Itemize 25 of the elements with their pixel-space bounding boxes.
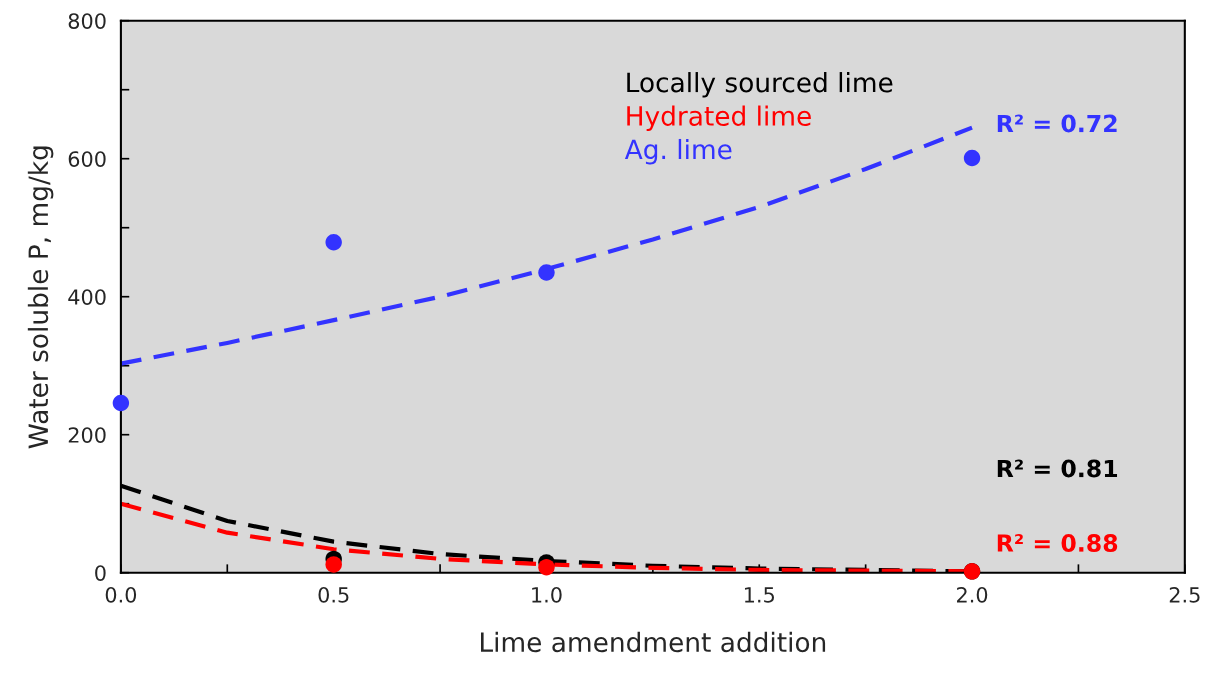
- y-tick-label: 200: [68, 427, 106, 443]
- text: Ag. lime: [624, 138, 732, 165]
- y-tick-label: 400: [68, 289, 106, 305]
- point: [538, 558, 555, 576]
- text: Hydrated lime: [627, 105, 811, 132]
- point: [112, 394, 130, 412]
- x-axis-title: Lime amendment addition: [481, 631, 826, 653]
- y-tick-label: 800: [68, 13, 106, 29]
- y-tick-label: 0: [95, 565, 106, 581]
- x-tick-label: 0.5: [318, 586, 349, 603]
- y-tick-label: 600: [68, 151, 106, 167]
- point: [325, 233, 342, 251]
- x-tick-label: 1.0: [532, 586, 562, 603]
- x-tick-label: 0.0: [105, 586, 137, 603]
- annotation: R² = 0.81: [997, 459, 1118, 478]
- text: Locally sourced lime: [627, 72, 893, 98]
- x-tick-label: 1.5: [744, 587, 774, 603]
- annotation: R² = 0.88: [997, 534, 1118, 552]
- point: [325, 556, 342, 573]
- x-tick-label: 2.5: [1169, 586, 1200, 603]
- point: [538, 264, 555, 281]
- point: [963, 149, 981, 167]
- y-axis-title: Water soluble P, mg/kg: [27, 146, 54, 449]
- x-tick-label: 2.0: [957, 586, 988, 603]
- annotation: R² = 0.72: [997, 114, 1117, 133]
